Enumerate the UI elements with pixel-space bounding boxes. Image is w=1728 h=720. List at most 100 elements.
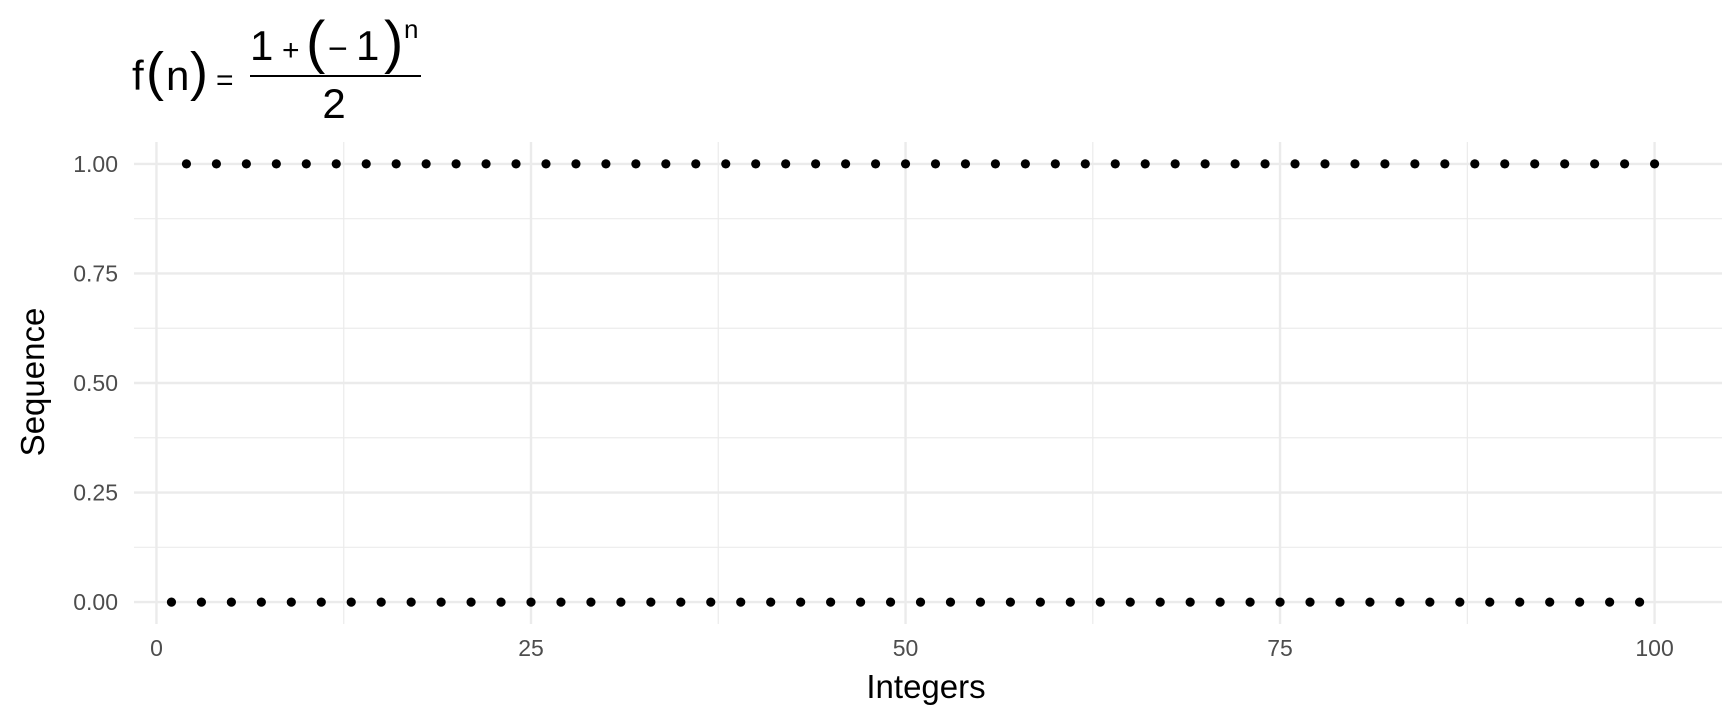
data-points (166, 159, 1660, 607)
data-point (781, 159, 791, 169)
x-tick-label: 100 (1635, 635, 1673, 661)
y-tick-label: 0.25 (73, 480, 118, 506)
data-point (226, 597, 236, 607)
data-point (1050, 159, 1060, 169)
y-tick-label: 1.00 (73, 151, 118, 177)
data-point (736, 597, 746, 607)
data-point (1095, 597, 1105, 607)
title-big-close-paren: ) (384, 10, 403, 75)
data-point (1230, 159, 1240, 169)
data-point (391, 159, 401, 169)
data-point (1590, 159, 1600, 169)
data-point (1500, 159, 1510, 169)
data-point (706, 597, 716, 607)
data-point (841, 159, 851, 169)
data-point (196, 597, 207, 607)
data-point (646, 597, 656, 607)
data-point (526, 597, 536, 607)
x-tick-label: 0 (150, 635, 163, 661)
title-lhs: f (132, 52, 144, 99)
data-point (316, 597, 326, 607)
x-tick-label: 25 (518, 635, 544, 661)
title-minus: − (328, 30, 348, 68)
title-plus: + (282, 34, 300, 67)
data-point (751, 159, 761, 169)
data-point (211, 159, 221, 169)
data-point (975, 597, 986, 607)
data-point (1605, 597, 1615, 607)
data-point (1395, 597, 1405, 607)
data-point (511, 159, 521, 169)
data-point (616, 597, 626, 607)
data-point (1545, 597, 1555, 607)
data-point (556, 597, 566, 607)
data-point (721, 159, 731, 169)
x-tick-label: 75 (1267, 635, 1293, 661)
data-point (181, 159, 192, 169)
data-point (481, 159, 491, 169)
data-point (915, 597, 926, 607)
data-point (166, 597, 177, 607)
data-point (1470, 159, 1480, 169)
data-point (1649, 159, 1660, 169)
data-point (1155, 597, 1165, 607)
title-equals: = (216, 64, 234, 97)
data-point (1200, 159, 1210, 169)
data-point (691, 159, 701, 169)
data-point (1170, 159, 1180, 169)
y-tick-label: 0.00 (73, 589, 118, 615)
grid (134, 142, 1722, 624)
data-point (421, 159, 431, 169)
data-point (945, 597, 956, 607)
data-point (571, 159, 581, 169)
data-point (1410, 159, 1420, 169)
data-point (1380, 159, 1390, 169)
data-point (286, 597, 296, 607)
data-point (361, 159, 371, 169)
title-denominator: 2 (322, 80, 345, 127)
data-point (496, 597, 506, 607)
y-tick-label: 0.50 (73, 370, 118, 396)
chart-title: f ( n ) = 1 + ( − 1 ) n 2 (132, 10, 421, 127)
data-point (855, 597, 866, 607)
title-base-one: 1 (356, 22, 379, 69)
data-point (436, 597, 446, 607)
data-point (1320, 159, 1330, 169)
data-point (900, 159, 911, 169)
data-point (346, 597, 356, 607)
data-point (1290, 159, 1300, 169)
data-point (406, 597, 416, 607)
data-point (1185, 597, 1195, 607)
data-point (1245, 597, 1255, 607)
data-point (796, 597, 806, 607)
data-point (1455, 597, 1465, 607)
data-point (1035, 597, 1045, 607)
data-point (1020, 159, 1030, 169)
title-numerator-one: 1 (250, 22, 273, 69)
data-point (960, 159, 971, 169)
data-point (271, 159, 281, 169)
data-point (990, 159, 1001, 169)
data-point (541, 159, 551, 169)
data-point (1515, 597, 1525, 607)
data-point (1335, 597, 1345, 607)
data-point (256, 597, 266, 607)
x-axis-title: Integers (866, 668, 985, 705)
data-point (1635, 597, 1645, 607)
title-big-open-paren: ( (306, 10, 325, 75)
data-point (1485, 597, 1495, 607)
data-point (811, 159, 821, 169)
data-point (331, 159, 341, 169)
data-point (1350, 159, 1360, 169)
data-point (1425, 597, 1435, 607)
data-point (1110, 159, 1120, 169)
data-point (1260, 159, 1270, 169)
data-point (1440, 159, 1450, 169)
data-point (631, 159, 641, 169)
data-point (1560, 159, 1570, 169)
data-point (661, 159, 671, 169)
data-point (930, 159, 941, 169)
tick-labels: 0 25 50 75 100 0.00 0.25 0.50 0.75 1.00 (73, 151, 1674, 661)
title-var: n (166, 52, 189, 99)
